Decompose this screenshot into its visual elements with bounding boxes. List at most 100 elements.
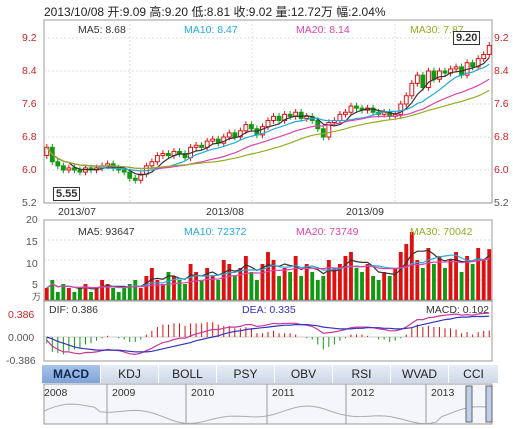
- overview-year: 2010: [191, 387, 215, 399]
- price-candle: [453, 66, 459, 70]
- price-ytick-left: 7.6: [22, 98, 37, 110]
- volume-bar: [61, 284, 66, 300]
- volume-bar: [127, 284, 132, 300]
- tab-rsi[interactable]: RSI: [333, 365, 391, 383]
- volume-bar: [382, 272, 387, 300]
- price-candle: [44, 146, 50, 157]
- price-candle: [177, 150, 182, 154]
- price-candle: [370, 107, 376, 113]
- price-ytick-left: 6.0: [22, 164, 37, 176]
- volume-bar: [55, 292, 60, 300]
- volume-bar: [365, 264, 370, 300]
- volume-bar: [404, 244, 409, 300]
- dif-line: [46, 312, 490, 356]
- volume-bar: [249, 272, 254, 300]
- tab-wvad[interactable]: WVAD: [391, 365, 449, 383]
- overview-line: [43, 403, 493, 425]
- price-candle: [348, 105, 354, 113]
- price-candle: [414, 74, 420, 84]
- overview-right-handle: [485, 385, 493, 423]
- volume-bar: [465, 256, 470, 300]
- volume-bar: [470, 264, 475, 300]
- vol-ytick: 20: [26, 214, 38, 226]
- volume-bar: [221, 260, 226, 300]
- volume-bar: [216, 280, 221, 300]
- price-candle: [248, 124, 254, 130]
- price-candle: [77, 169, 83, 173]
- price-ma5-label: MA5: 8.68: [78, 24, 126, 36]
- price-candle: [55, 161, 61, 167]
- volume-bar: [194, 272, 199, 300]
- volume-bar: [426, 248, 431, 300]
- price-candle: [193, 144, 199, 148]
- price-candle: [420, 74, 426, 88]
- volume-bar: [105, 284, 110, 300]
- price-ytick-right: 7.6: [494, 98, 509, 110]
- volume-bar: [210, 276, 215, 300]
- volume-ma5-line: [46, 249, 490, 290]
- volume-bar: [310, 272, 315, 300]
- tab-macd[interactable]: MACD: [42, 365, 101, 383]
- overview-left-handle: [465, 385, 473, 423]
- tab-kdj[interactable]: KDJ: [101, 365, 159, 383]
- volume-bar: [288, 272, 293, 300]
- volume-bar: [293, 256, 298, 300]
- price-ytick-right: 6.8: [494, 131, 509, 143]
- volume-bar: [387, 276, 392, 300]
- price-ma10-line: [46, 63, 490, 172]
- volume-bar: [238, 268, 243, 300]
- overview-year: 2013: [431, 387, 455, 399]
- volume-bar: [166, 272, 171, 300]
- macd-ytick: 0.000: [8, 332, 35, 344]
- price-candle: [431, 70, 437, 80]
- price-candle: [481, 54, 487, 60]
- tab-psy[interactable]: PSY: [217, 365, 275, 383]
- volume-bar: [133, 280, 138, 300]
- overview-year: 2008: [44, 387, 68, 399]
- vol-ytick: 10: [26, 258, 38, 270]
- volume-bar: [398, 252, 403, 300]
- price-candle: [470, 62, 476, 68]
- price-ma30-line: [46, 89, 490, 170]
- dea-label: DEA: 0.335: [242, 304, 296, 316]
- volume-bar: [321, 276, 326, 300]
- vol-ytick: 15: [26, 236, 38, 248]
- x-label: 2013/08: [206, 206, 244, 218]
- volume-bar: [454, 252, 458, 300]
- tab-obv[interactable]: OBV: [275, 365, 333, 383]
- price-candle: [132, 177, 138, 181]
- macd-panel-frame: [43, 300, 493, 362]
- price-candle: [138, 173, 144, 181]
- volume-bar: [371, 276, 376, 300]
- volume-bar: [409, 232, 414, 300]
- price-ytick-right: 9.2: [494, 32, 509, 44]
- price-candle: [232, 132, 238, 138]
- volume-bar: [100, 280, 105, 300]
- price-candle: [354, 105, 359, 109]
- tab-boll[interactable]: BOLL: [159, 365, 217, 383]
- volume-bar: [94, 288, 99, 300]
- overview-frame: [43, 383, 493, 425]
- volume-bar: [277, 276, 281, 300]
- volume-bar: [443, 268, 447, 300]
- dif-label: DIF: 0.386: [49, 304, 99, 316]
- price-candle: [121, 169, 127, 173]
- volume-bar: [205, 268, 210, 300]
- volume-bar: [354, 268, 359, 300]
- volume-bar: [420, 268, 425, 300]
- vol-ytick: 5: [32, 279, 38, 291]
- price-candle: [210, 138, 216, 142]
- price-candle: [342, 111, 348, 115]
- volume-bar: [393, 268, 398, 300]
- overview-year: 2011: [272, 387, 295, 399]
- price-candle: [226, 132, 232, 138]
- volume-bar: [44, 288, 49, 300]
- price-candle: [425, 70, 431, 88]
- volume-bar: [299, 276, 304, 300]
- price-candle: [160, 153, 166, 157]
- volume-bar: [183, 284, 187, 300]
- tab-cci[interactable]: CCI: [449, 365, 499, 383]
- price-candle: [127, 171, 133, 179]
- volume-bar: [227, 264, 232, 300]
- price-ytick-left: 6.8: [22, 131, 37, 143]
